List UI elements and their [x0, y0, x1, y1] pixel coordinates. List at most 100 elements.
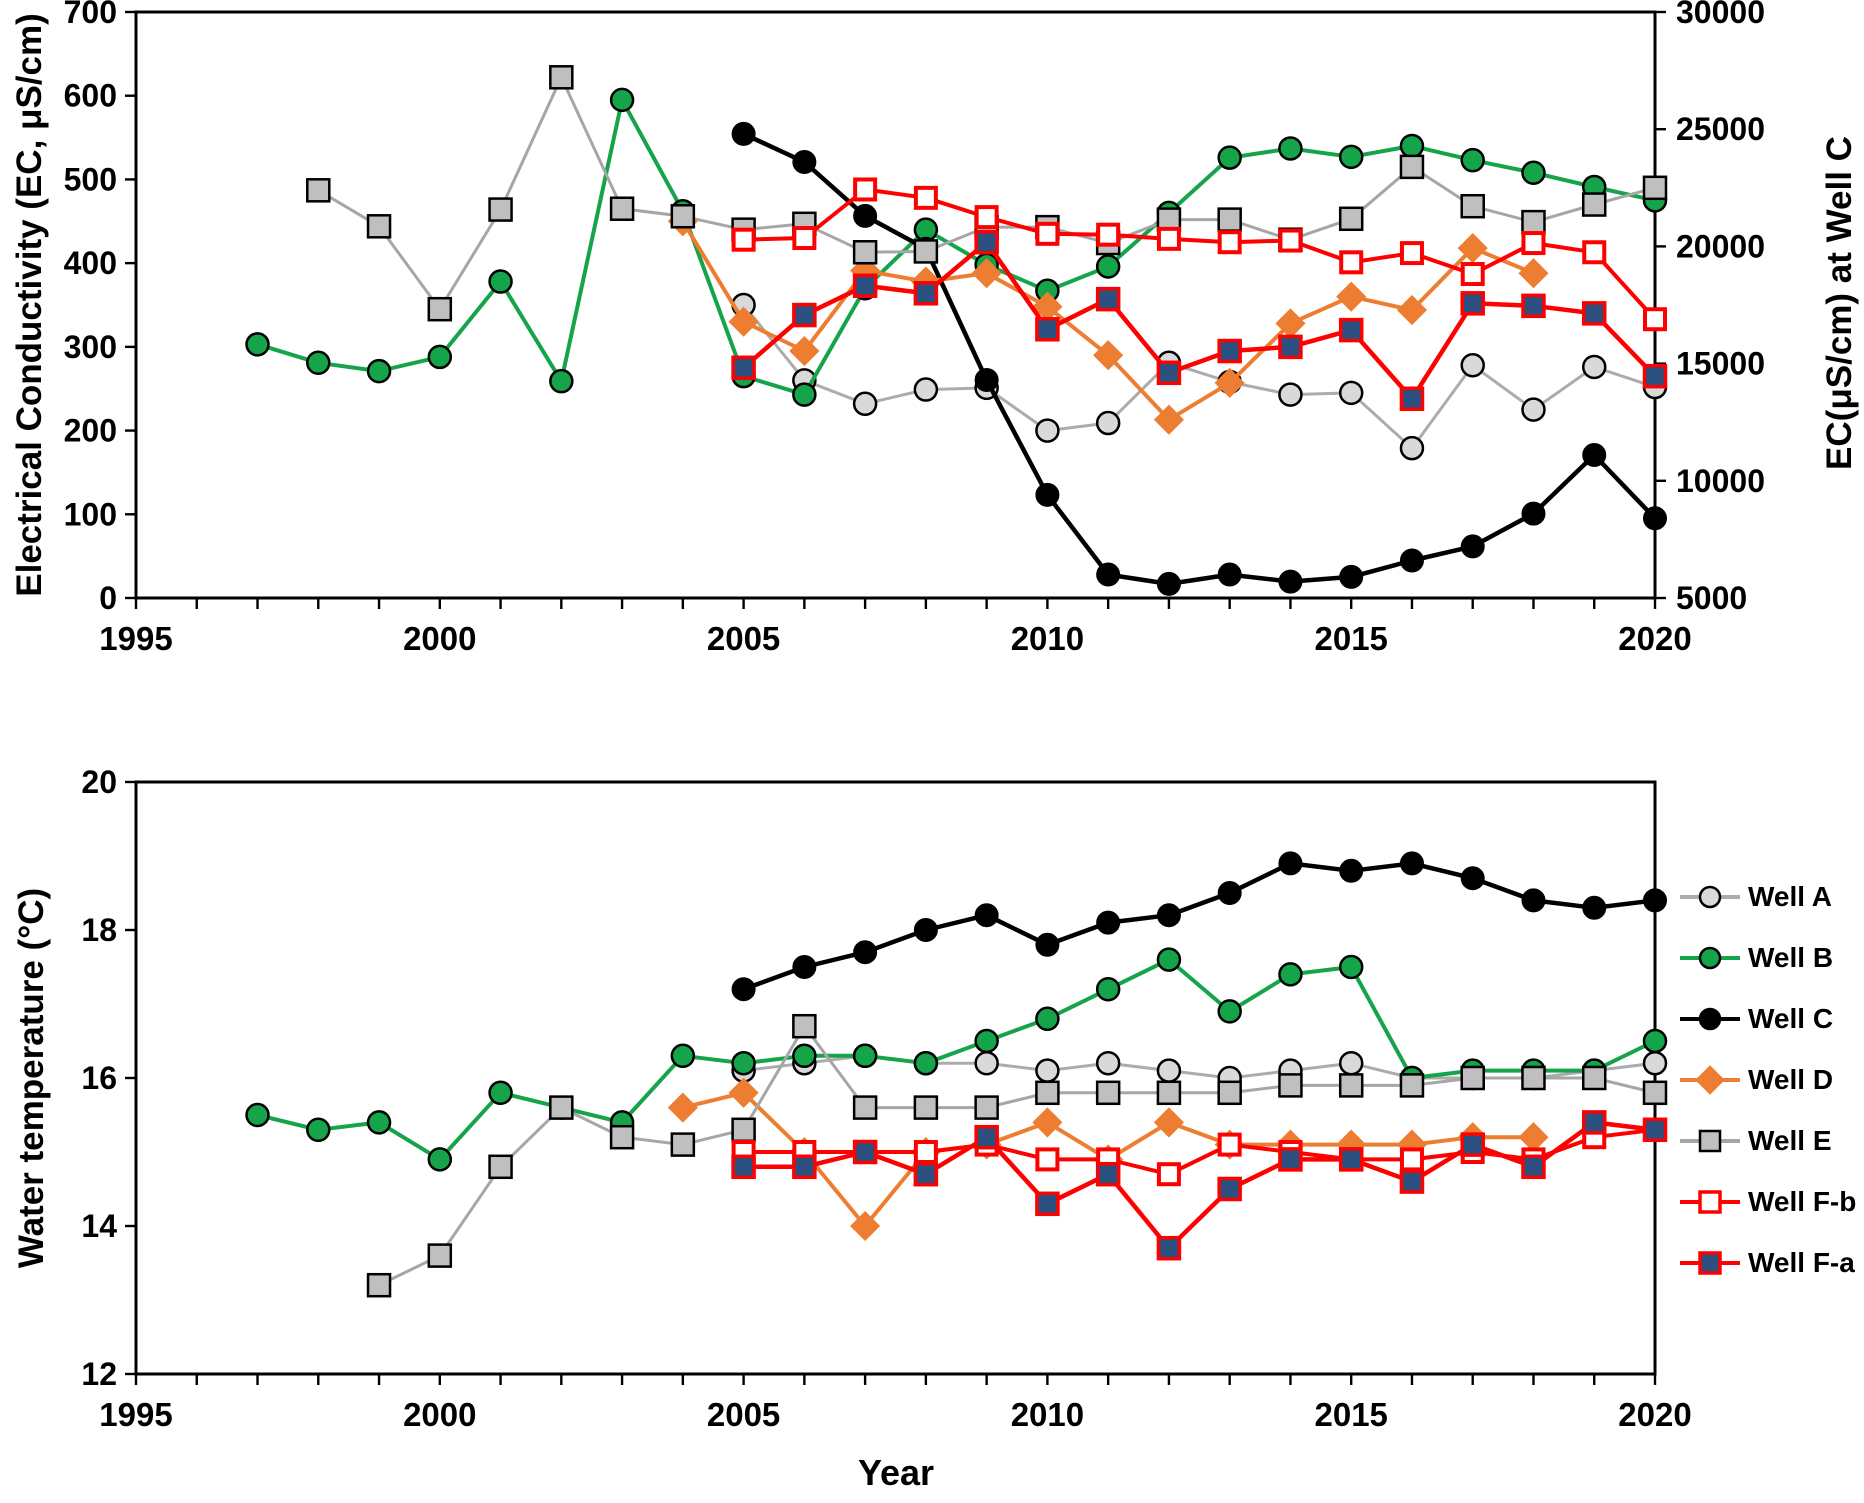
legend-item-well-a: Well A: [1678, 866, 1864, 927]
well-fa-point: [1095, 1161, 1121, 1187]
well-a-point: [852, 391, 878, 417]
legend-item-well-fb: Well F-b: [1678, 1171, 1864, 1232]
well-c-point: [974, 903, 999, 928]
legend: Well A Well B Well C Well D Well E Well F-b We…: [1678, 866, 1864, 1293]
y-right-tick-label: 30000: [1676, 0, 1765, 30]
well-fa-point: [1581, 301, 1607, 326]
well-e-point: [549, 65, 574, 90]
well-c-point: [1643, 506, 1667, 531]
well-c-point: [792, 955, 817, 979]
x-tick-label: 2005: [707, 1396, 780, 1433]
well-b-point: [1642, 1028, 1668, 1054]
legend-item-well-d: Well D: [1678, 1049, 1864, 1110]
well-c-point: [853, 203, 878, 228]
well-e-point: [1521, 1065, 1546, 1091]
well-fa-point: [792, 1154, 817, 1180]
well-e-point: [1338, 1073, 1364, 1098]
legend-item-well-c: Well C: [1678, 988, 1864, 1049]
well-fb-point: [974, 205, 999, 230]
well-d-point: [1153, 1107, 1184, 1138]
y-tick-label: 500: [64, 161, 117, 197]
well-b-point: [488, 1080, 513, 1106]
plot-border: [134, 10, 1657, 600]
well-e-point: [1338, 206, 1364, 232]
series-temp-well-fa: [731, 1110, 1668, 1261]
x-tick-label: 2010: [1011, 620, 1084, 657]
well-fa-point: [1642, 363, 1668, 389]
open-square-icon: [1680, 1189, 1740, 1214]
well-fb-point: [1096, 222, 1121, 247]
well-a-point: [1460, 353, 1485, 378]
legend-item-label: Well C: [1748, 1002, 1834, 1034]
well-e-point: [1460, 1065, 1485, 1091]
well-fa-point: [1581, 1110, 1607, 1135]
well-d-point: [1396, 294, 1428, 326]
well-b-point: [488, 269, 513, 294]
series-ec-well-e: [306, 65, 1668, 322]
well-fa-point: [974, 229, 999, 255]
ec-chart: 1995 2000 2005 2010 2015 2020 0 100 200 300 400 500…: [64, 0, 1765, 657]
well-c-point: [1156, 903, 1181, 928]
well-fb-point: [1643, 307, 1667, 332]
well-e-point: [1399, 1073, 1425, 1098]
well-c-point: [731, 977, 756, 1002]
y-right-tick-label: 5000: [1676, 580, 1747, 616]
well-a-point: [1035, 1058, 1060, 1083]
well-c-point: [1399, 851, 1424, 876]
well-fa-point: [1521, 1154, 1546, 1180]
well-b-point: [1095, 976, 1121, 1002]
well-c-line: [742, 131, 1657, 587]
well-a-point: [1642, 1050, 1668, 1076]
y-tick-label: 18: [81, 912, 117, 948]
well-fb-point: [1698, 1189, 1722, 1214]
y-right-tick-label: 15000: [1676, 346, 1765, 382]
square-icon: [1680, 1129, 1740, 1152]
y-right-tick-label: 25000: [1676, 111, 1765, 147]
well-b-point: [670, 1043, 696, 1069]
well-fa-point: [1217, 1176, 1242, 1202]
well-b-point: [245, 332, 270, 357]
well-c-point: [1399, 548, 1424, 573]
well-fa-point: [1156, 360, 1182, 386]
y-tick-label: 600: [64, 78, 117, 114]
legend-item-label: Well E: [1748, 1124, 1832, 1156]
well-c-point: [1339, 858, 1364, 883]
well-fb-point: [1035, 221, 1060, 246]
well-e-point: [1399, 154, 1425, 180]
well-e-point: [1095, 1080, 1121, 1106]
well-fa-point: [913, 281, 939, 306]
well-e-point: [974, 1095, 999, 1120]
well-a-point: [1278, 382, 1303, 407]
x-tick-label: 2020: [1618, 620, 1691, 657]
well-b-point: [427, 1147, 453, 1172]
well-d-point: [789, 335, 820, 367]
series-ec-well-fb: [731, 177, 1667, 332]
well-e-point: [1642, 1080, 1668, 1106]
x-tick-label: 2015: [1314, 1396, 1387, 1433]
well-fa-point: [1698, 1250, 1722, 1275]
well-a-point: [1156, 1058, 1182, 1083]
well-c-point: [1582, 443, 1607, 468]
legend-item-well-fa: Well F-a: [1678, 1232, 1864, 1293]
well-e-point: [792, 1013, 817, 1039]
well-fa-point: [974, 1124, 999, 1150]
temperature-axis-title: Water temperature (°C): [12, 887, 51, 1269]
well-a-point: [1095, 410, 1121, 436]
legend-item-label: Well F-b: [1748, 1185, 1857, 1217]
well-fa-point: [1095, 286, 1121, 312]
ec-right-axis-title: EC(μS/cm) at Well C: [1820, 136, 1859, 470]
well-d-point: [1336, 281, 1367, 312]
well-b-point: [306, 1117, 331, 1143]
x-tick-label: 1995: [99, 620, 172, 657]
well-c-point: [913, 918, 938, 942]
well-b-point: [1035, 1006, 1060, 1032]
well-c-point: [1460, 866, 1485, 891]
well-d-point: [1214, 367, 1245, 398]
legend-item-label: Well D: [1748, 1063, 1834, 1095]
well-e-point: [852, 240, 878, 265]
x-tick-label: 1995: [99, 1396, 172, 1433]
well-fa-point: [1278, 334, 1303, 360]
well-c-point: [1521, 888, 1546, 913]
x-tick-label: 2000: [403, 1396, 476, 1433]
